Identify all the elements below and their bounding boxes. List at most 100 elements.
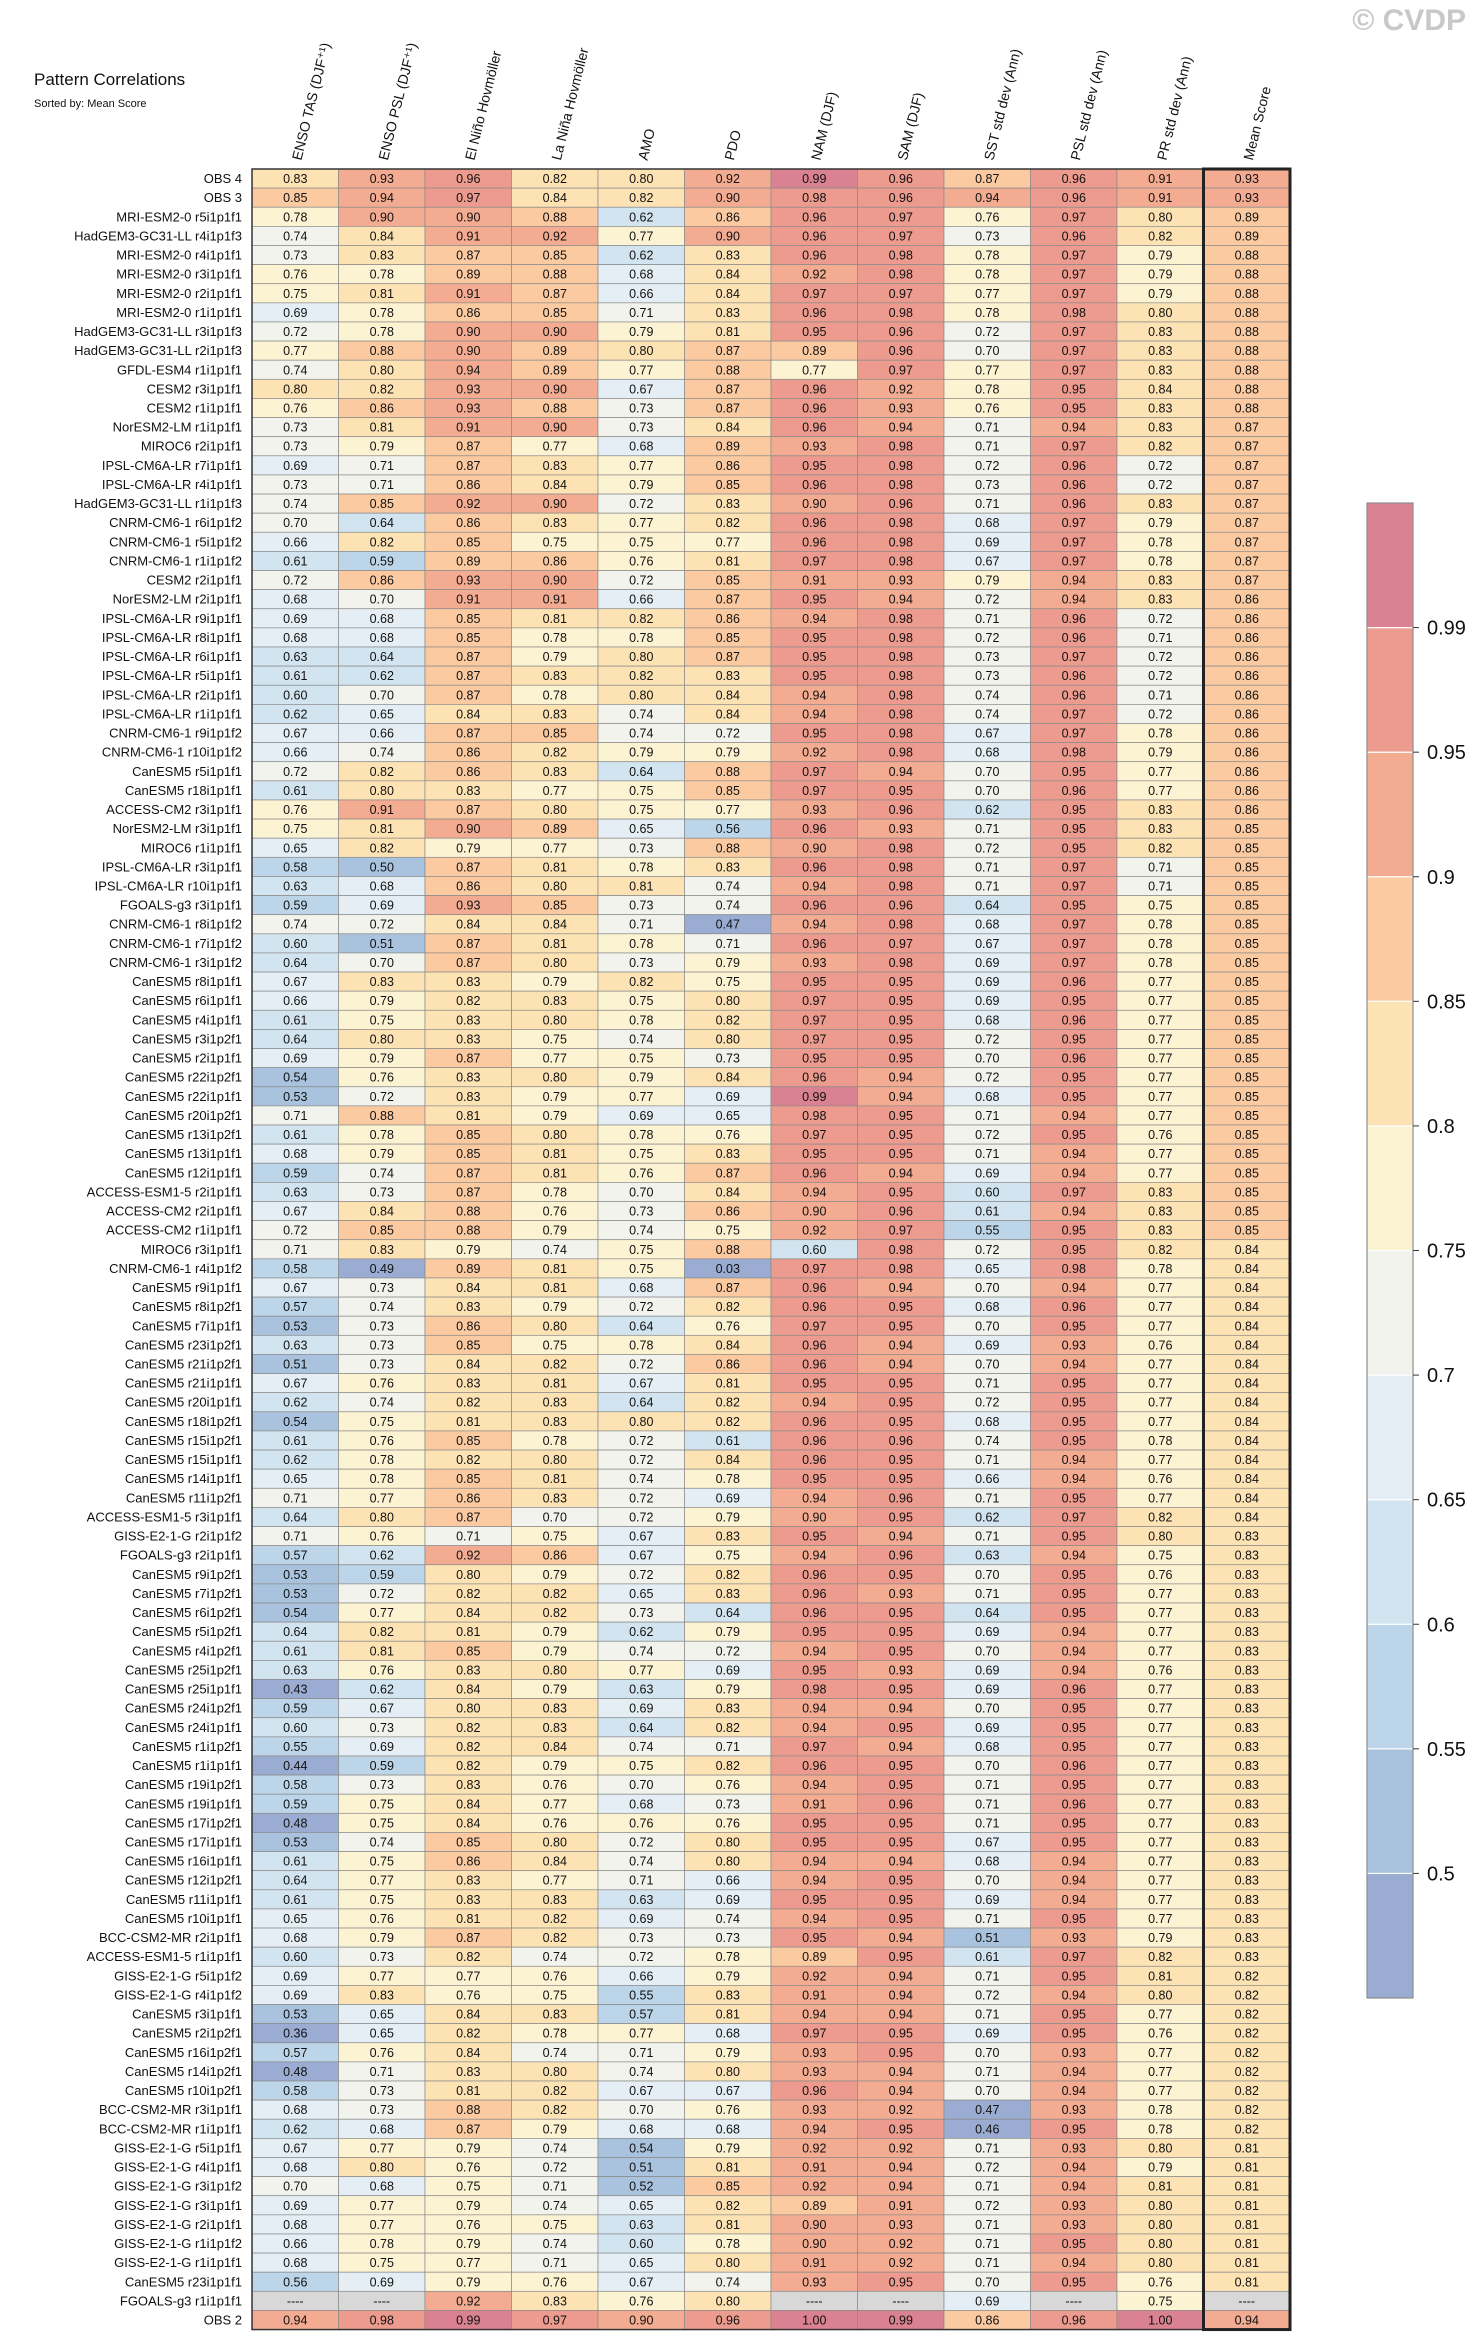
cell-value: 0.59: [283, 1797, 307, 1811]
cell-value: 0.94: [802, 2008, 826, 2022]
cell-value: 0.83: [716, 1147, 740, 1161]
cell-value: 0.77: [629, 363, 653, 377]
cell-value: 0.90: [456, 325, 480, 339]
cell-value: 0.75: [543, 1988, 567, 2002]
cell-value: 0.97: [1062, 880, 1086, 894]
cell-value: 0.74: [370, 1396, 394, 1410]
row-label: HadGEM3-GC31-LL r4i1p1f3: [74, 228, 242, 243]
cell-value: 0.93: [889, 402, 913, 416]
cell-value: 0.87: [716, 593, 740, 607]
cell-value: 0.77: [370, 2199, 394, 2213]
cell-value: 0.98: [370, 2314, 394, 2328]
cell-value: 0.95: [802, 593, 826, 607]
cell-value: 0.84: [1235, 1243, 1259, 1257]
cell-value: 0.77: [1148, 1855, 1172, 1869]
cell-value: 0.90: [456, 210, 480, 224]
cell-value: 0.68: [975, 1013, 999, 1027]
cell-value: 0.80: [370, 1032, 394, 1046]
cell-value: 0.66: [975, 1472, 999, 1486]
cell-value: 0.85: [456, 612, 480, 626]
cell-value: 0.82: [456, 1759, 480, 1773]
cell-value: 0.96: [802, 210, 826, 224]
cell-value: 0.82: [1235, 2084, 1259, 2098]
cell-value: 0.96: [802, 1415, 826, 1429]
cell-value: 0.93: [802, 2065, 826, 2079]
cell-value: 0.75: [543, 535, 567, 549]
cell-value: 0.78: [1148, 1262, 1172, 1276]
cell-value: 0.92: [456, 497, 480, 511]
row-label: CanESM5 r8i1p1f1: [132, 974, 242, 989]
cell-value: 0.88: [1235, 268, 1259, 282]
cell-value: 0.70: [975, 1874, 999, 1888]
cell-value: 0.81: [1235, 2161, 1259, 2175]
cell-value: 0.69: [975, 1625, 999, 1639]
cell-value: 0.56: [716, 822, 740, 836]
cell-value: 0.80: [1148, 2237, 1172, 2251]
cell-value: 0.83: [1235, 1587, 1259, 1601]
cell-value: 0.77: [1148, 1377, 1172, 1391]
cell-value: 0.72: [543, 2161, 567, 2175]
cell-value: 0.77: [543, 1874, 567, 1888]
cell-value: 0.71: [629, 918, 653, 932]
cell-value: 0.59: [283, 1702, 307, 1716]
cell-value: 0.82: [456, 1396, 480, 1410]
cell-value: 0.70: [975, 765, 999, 779]
cell-value: 0.71: [370, 2065, 394, 2079]
cell-value: 0.61: [283, 1893, 307, 1907]
cell-value: 0.84: [543, 191, 567, 205]
cell-value: 0.88: [1235, 382, 1259, 396]
cell-value: 0.67: [629, 382, 653, 396]
cell-value: 0.79: [543, 1644, 567, 1658]
cell-value: 0.94: [1062, 1205, 1086, 1219]
cell-value: 0.79: [456, 2275, 480, 2289]
cell-value: 0.98: [889, 268, 913, 282]
cell-value: 0.98: [889, 1262, 913, 1276]
cell-value: 0.92: [456, 1549, 480, 1563]
cell-value: 0.84: [716, 1185, 740, 1199]
cell-value: 0.75: [370, 1013, 394, 1027]
cell-value: 0.72: [629, 1568, 653, 1582]
cell-value: 0.69: [975, 2027, 999, 2041]
cell-value: 0.95: [1062, 822, 1086, 836]
cell-value: 0.61: [283, 1644, 307, 1658]
cell-value: 0.96: [802, 1568, 826, 1582]
cell-value: 0.79: [543, 1683, 567, 1697]
cell-value: 0.77: [1148, 1415, 1172, 1429]
cell-value: 0.66: [283, 746, 307, 760]
cell-value: 0.93: [1235, 191, 1259, 205]
cell-value: 0.83: [456, 2065, 480, 2079]
cell-value: 0.80: [370, 1510, 394, 1524]
cell-value: 0.94: [889, 765, 913, 779]
cell-value: 0.65: [370, 707, 394, 721]
row-label: OBS 2: [204, 2313, 242, 2328]
cell-value: 0.64: [283, 956, 307, 970]
cell-value: 0.95: [889, 1893, 913, 1907]
cell-value: 0.74: [283, 363, 307, 377]
cell-value: 0.96: [1062, 784, 1086, 798]
cell-value: 0.86: [1235, 612, 1259, 626]
cell-value: 0.61: [716, 1434, 740, 1448]
cell-value: 0.77: [1148, 1453, 1172, 1467]
row-label: IPSL-CM6A-LR r5i1p1f1: [102, 668, 242, 683]
cell-value: 0.84: [716, 268, 740, 282]
cell-value: 0.95: [802, 1836, 826, 1850]
cell-value: 0.94: [1062, 1988, 1086, 2002]
cell-value: 0.76: [1148, 1663, 1172, 1677]
cell-value: 0.93: [456, 574, 480, 588]
cell-value: 0.83: [283, 172, 307, 186]
colorbar-tick-label: 0.95: [1427, 742, 1466, 764]
cell-value: 0.80: [456, 1702, 480, 1716]
watermark: © CVDP: [1352, 4, 1466, 37]
cell-value: 0.88: [716, 765, 740, 779]
cell-value: 0.71: [1148, 880, 1172, 894]
cell-value: 0.85: [716, 478, 740, 492]
cell-value: 0.80: [716, 1836, 740, 1850]
cell-value: 0.68: [975, 746, 999, 760]
cell-value: 0.74: [370, 746, 394, 760]
cell-value: 0.72: [975, 631, 999, 645]
cell-value: 0.81: [1235, 2199, 1259, 2213]
cell-value: 0.96: [1062, 2314, 1086, 2328]
row-label: CNRM-CM6-1 r8i1p1f2: [109, 917, 242, 932]
cell-value: 0.83: [543, 1702, 567, 1716]
cell-value: 0.83: [716, 669, 740, 683]
